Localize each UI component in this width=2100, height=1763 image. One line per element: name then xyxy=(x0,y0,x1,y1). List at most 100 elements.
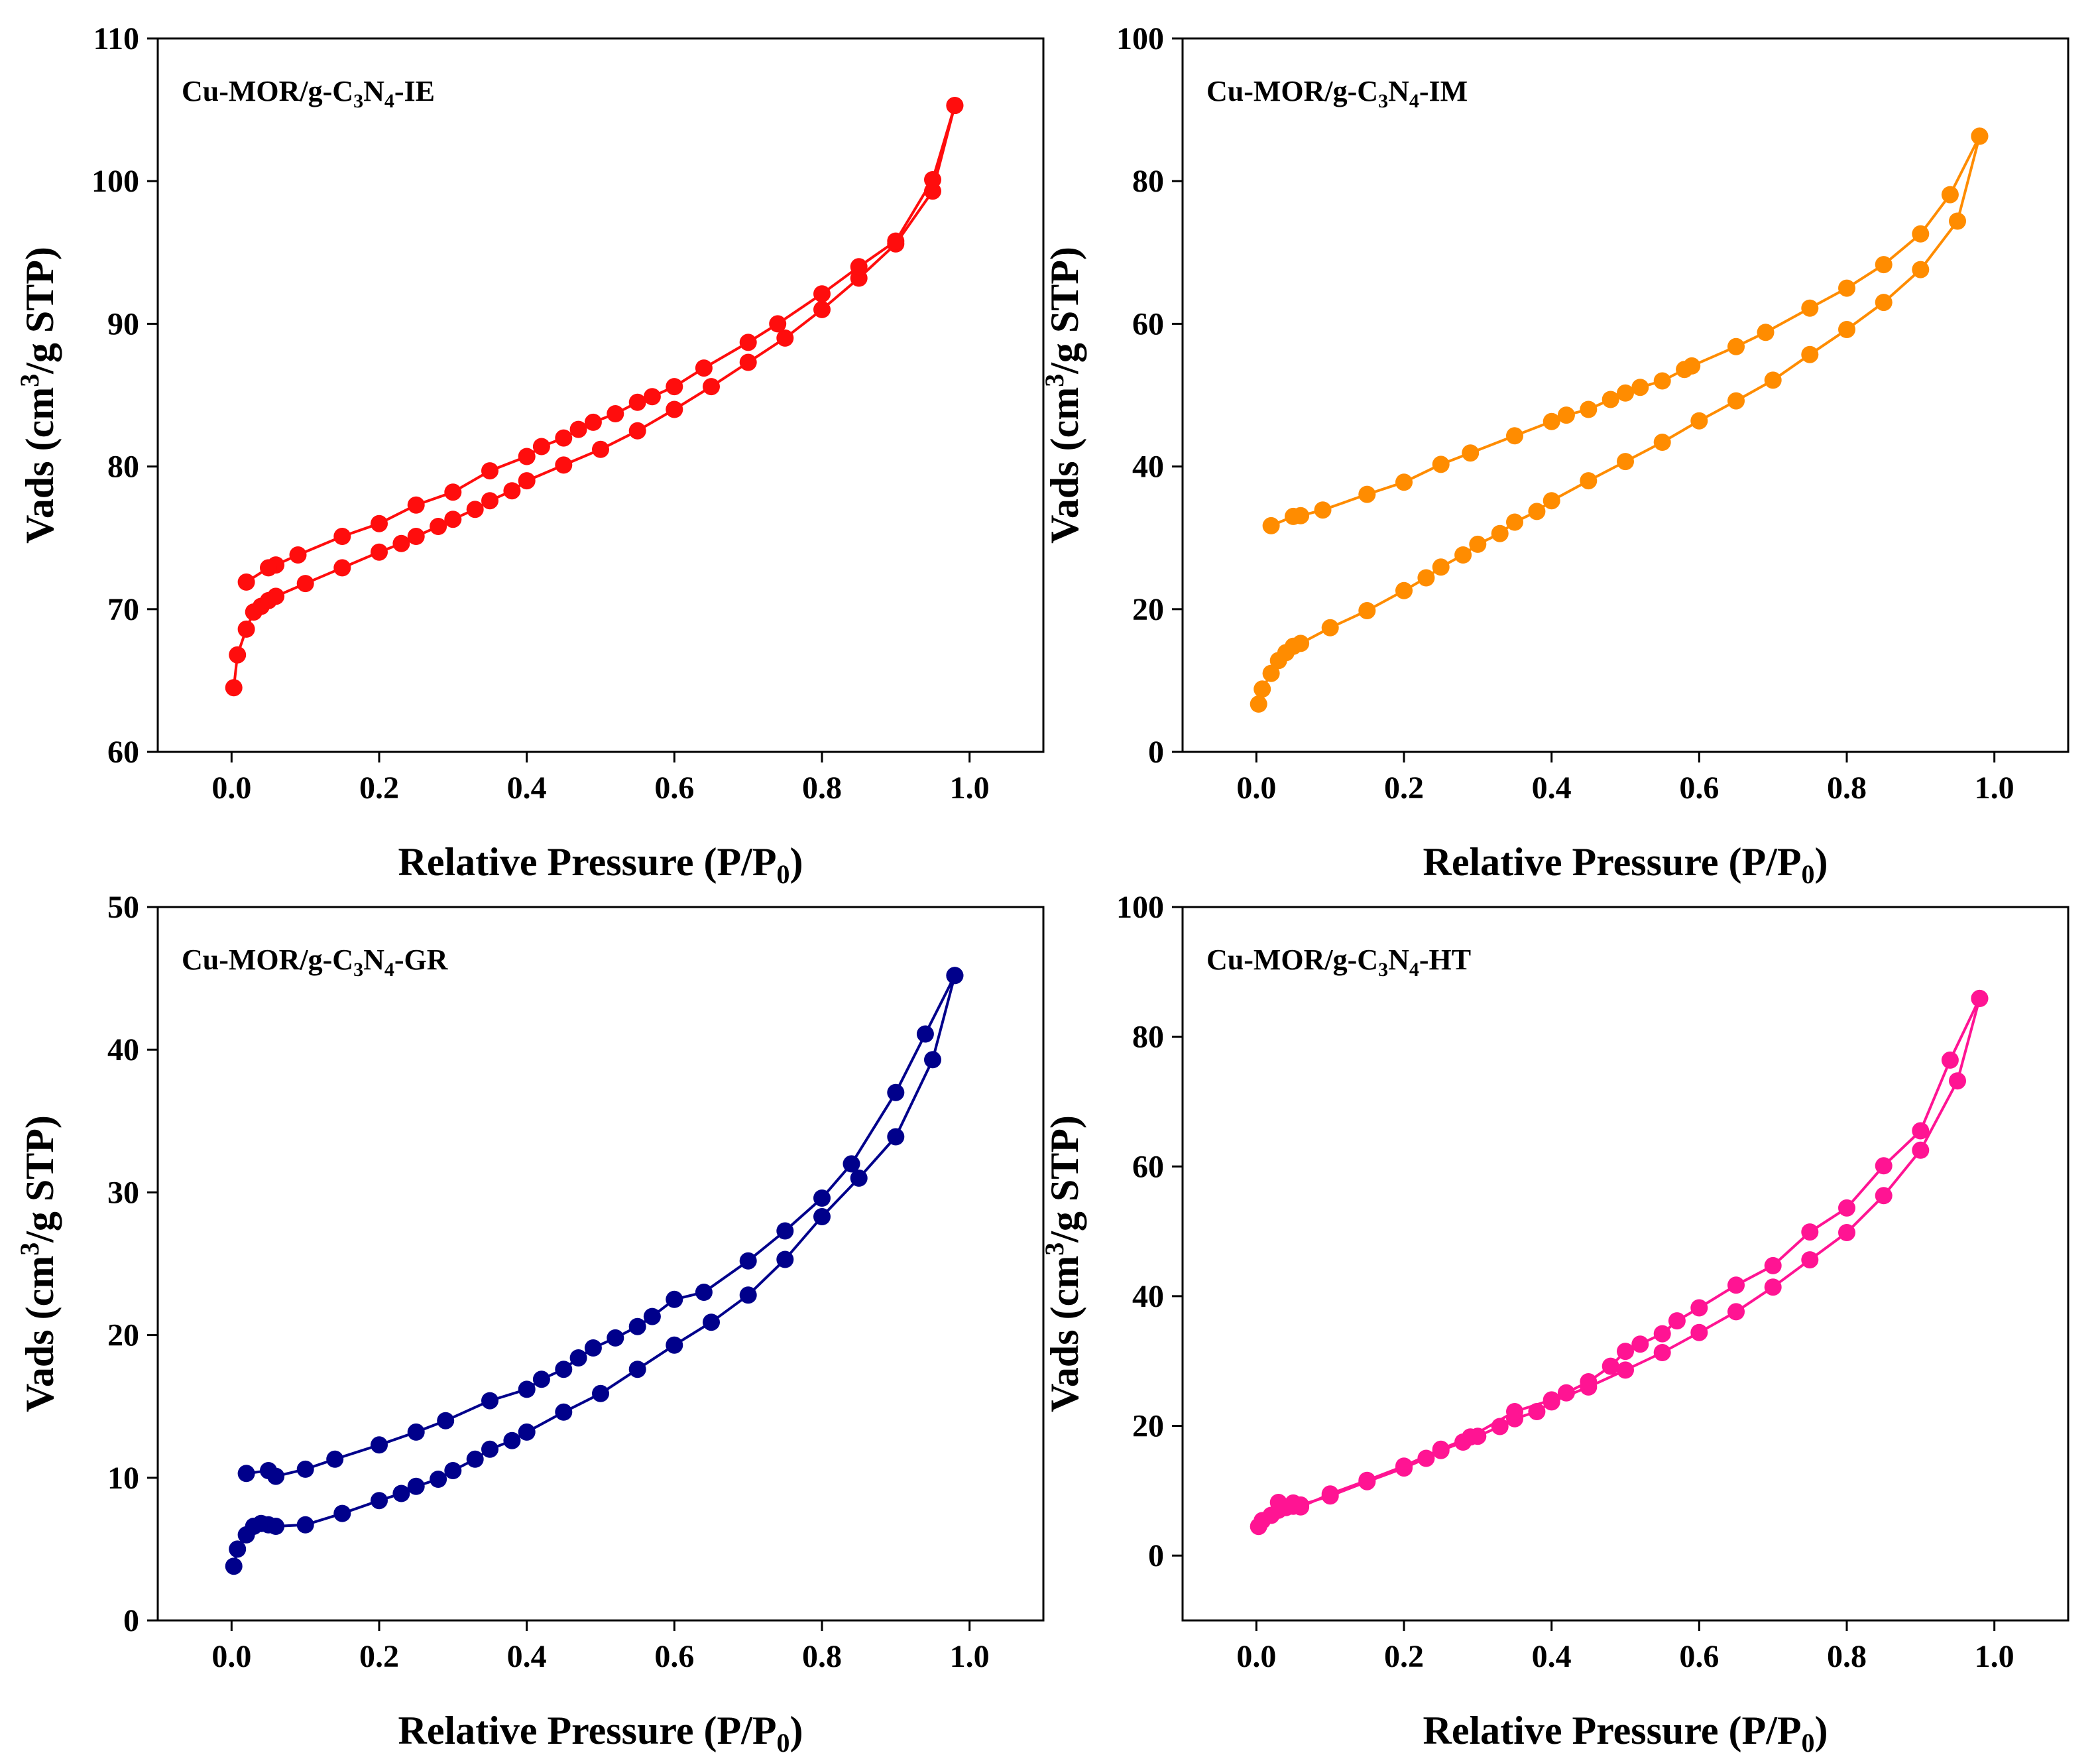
series-line-adsorption xyxy=(1257,998,1981,1528)
sample-label-subscript: 3 xyxy=(1378,90,1388,112)
data-point-desorption xyxy=(333,528,351,545)
data-point-desorption xyxy=(1727,337,1745,355)
series-line-adsorption xyxy=(232,105,957,688)
data-point-desorption xyxy=(1631,1335,1649,1353)
data-point-adsorption xyxy=(1528,1403,1546,1420)
y-axis-label-main: Vads (cm xyxy=(18,1256,62,1412)
y-axis-label: Vads (cm3/g STP) xyxy=(1039,1115,1086,1412)
data-point-desorption xyxy=(1668,1312,1686,1330)
data-point-adsorption xyxy=(1358,602,1376,619)
y-tick-label: 30 xyxy=(107,1175,139,1210)
data-point-desorption xyxy=(887,232,905,250)
data-point-adsorption xyxy=(1690,1323,1708,1341)
y-tick-label: 60 xyxy=(1132,1149,1164,1184)
y-tick-label: 100 xyxy=(91,164,139,199)
data-point-adsorption xyxy=(1491,524,1509,542)
data-point-adsorption xyxy=(1580,472,1598,490)
data-point-desorption xyxy=(1543,412,1560,430)
data-point-desorption xyxy=(1912,225,1930,243)
x-tick-label: 0.4 xyxy=(507,770,547,806)
data-point-desorption xyxy=(1432,1440,1450,1458)
data-point-desorption xyxy=(776,1222,794,1240)
x-tick-label: 0.8 xyxy=(1827,770,1867,806)
data-point-desorption xyxy=(1838,279,1855,297)
data-point-desorption xyxy=(1580,400,1598,418)
data-point-adsorption xyxy=(813,1208,831,1225)
x-tick-label: 0.2 xyxy=(1384,770,1424,806)
data-point-adsorption xyxy=(739,1286,757,1304)
y-tick-label: 80 xyxy=(107,450,139,485)
y-axis-label-end: /g STP) xyxy=(1043,1115,1086,1243)
y-tick-label: 20 xyxy=(107,1318,139,1353)
x-axis-label-subscript: 0 xyxy=(1801,859,1814,889)
x-axis-label: Relative Pressure (P/P0) xyxy=(398,1709,803,1758)
y-axis-label: Vads (cm3/g STP) xyxy=(15,247,62,544)
data-point-desorption xyxy=(296,1460,314,1478)
data-point-adsorption xyxy=(703,1313,720,1331)
data-point-desorption xyxy=(532,438,550,456)
y-tick-label: 60 xyxy=(107,735,139,770)
sample-label-mid: N xyxy=(363,75,384,107)
data-point-adsorption xyxy=(444,1462,462,1479)
x-tick-label: 0.4 xyxy=(1532,770,1572,806)
y-tick-label: 60 xyxy=(1132,306,1164,341)
data-point-desorption xyxy=(887,1083,905,1101)
data-point-adsorption xyxy=(1912,1141,1930,1159)
data-point-adsorption xyxy=(628,422,646,440)
data-point-desorption xyxy=(532,1370,550,1388)
data-point-desorption xyxy=(371,515,388,532)
data-point-adsorption xyxy=(225,1557,243,1575)
data-point-adsorption xyxy=(466,1450,484,1468)
data-point-desorption xyxy=(1971,127,1989,145)
data-point-adsorption xyxy=(1653,434,1671,451)
data-point-adsorption xyxy=(1454,546,1472,564)
data-point-adsorption xyxy=(225,679,243,697)
sample-label-suffix: -IM xyxy=(1419,75,1468,107)
data-point-adsorption xyxy=(1764,1278,1782,1296)
y-tick-label: 100 xyxy=(1116,890,1164,925)
x-axis-label-subscript: 0 xyxy=(1801,1728,1814,1758)
y-axis-label-superscript: 3 xyxy=(15,1243,44,1256)
data-point-desorption xyxy=(1358,1471,1376,1489)
data-point-desorption xyxy=(1941,186,1959,204)
x-tick-label: 0.6 xyxy=(654,1639,694,1674)
data-point-desorption xyxy=(1757,324,1775,341)
x-tick-label: 0.8 xyxy=(802,770,842,806)
data-point-desorption xyxy=(481,462,498,480)
data-point-desorption xyxy=(850,258,868,276)
data-point-desorption xyxy=(1285,1494,1302,1512)
data-point-desorption xyxy=(1462,1428,1480,1446)
x-axis-label-subscript: 0 xyxy=(776,859,789,889)
data-point-desorption xyxy=(1875,1157,1893,1175)
data-point-desorption xyxy=(1727,1276,1745,1294)
plot-frame xyxy=(1181,906,2070,1622)
y-axis-label-end: /g STP) xyxy=(1043,247,1086,375)
x-tick-label: 0.0 xyxy=(1236,770,1276,806)
data-point-adsorption xyxy=(371,1492,388,1510)
data-point-adsorption xyxy=(592,1384,609,1402)
x-axis-label-end: ) xyxy=(1814,1709,1828,1752)
x-axis-label-subscript: 0 xyxy=(776,1728,789,1758)
data-point-desorption xyxy=(666,1290,683,1308)
data-point-desorption xyxy=(1395,1457,1413,1475)
data-point-desorption xyxy=(1269,1494,1287,1511)
x-axis-label-end: ) xyxy=(789,1709,803,1752)
data-point-adsorption xyxy=(1469,535,1487,553)
y-tick-label: 90 xyxy=(107,306,139,341)
data-point-adsorption xyxy=(296,1516,314,1534)
sample-label-subscript: 4 xyxy=(384,90,394,112)
data-point-adsorption xyxy=(1801,345,1819,363)
data-point-adsorption xyxy=(267,587,285,605)
y-axis-label: Vads (cm3/g STP) xyxy=(1039,247,1086,544)
data-point-adsorption xyxy=(1875,294,1893,312)
data-point-desorption xyxy=(813,285,831,303)
plot-frame xyxy=(156,906,1045,1622)
data-point-adsorption xyxy=(1543,492,1560,510)
data-point-adsorption xyxy=(555,1403,573,1421)
y-axis-label-end: /g STP) xyxy=(18,247,62,375)
data-point-desorption xyxy=(481,1392,498,1410)
